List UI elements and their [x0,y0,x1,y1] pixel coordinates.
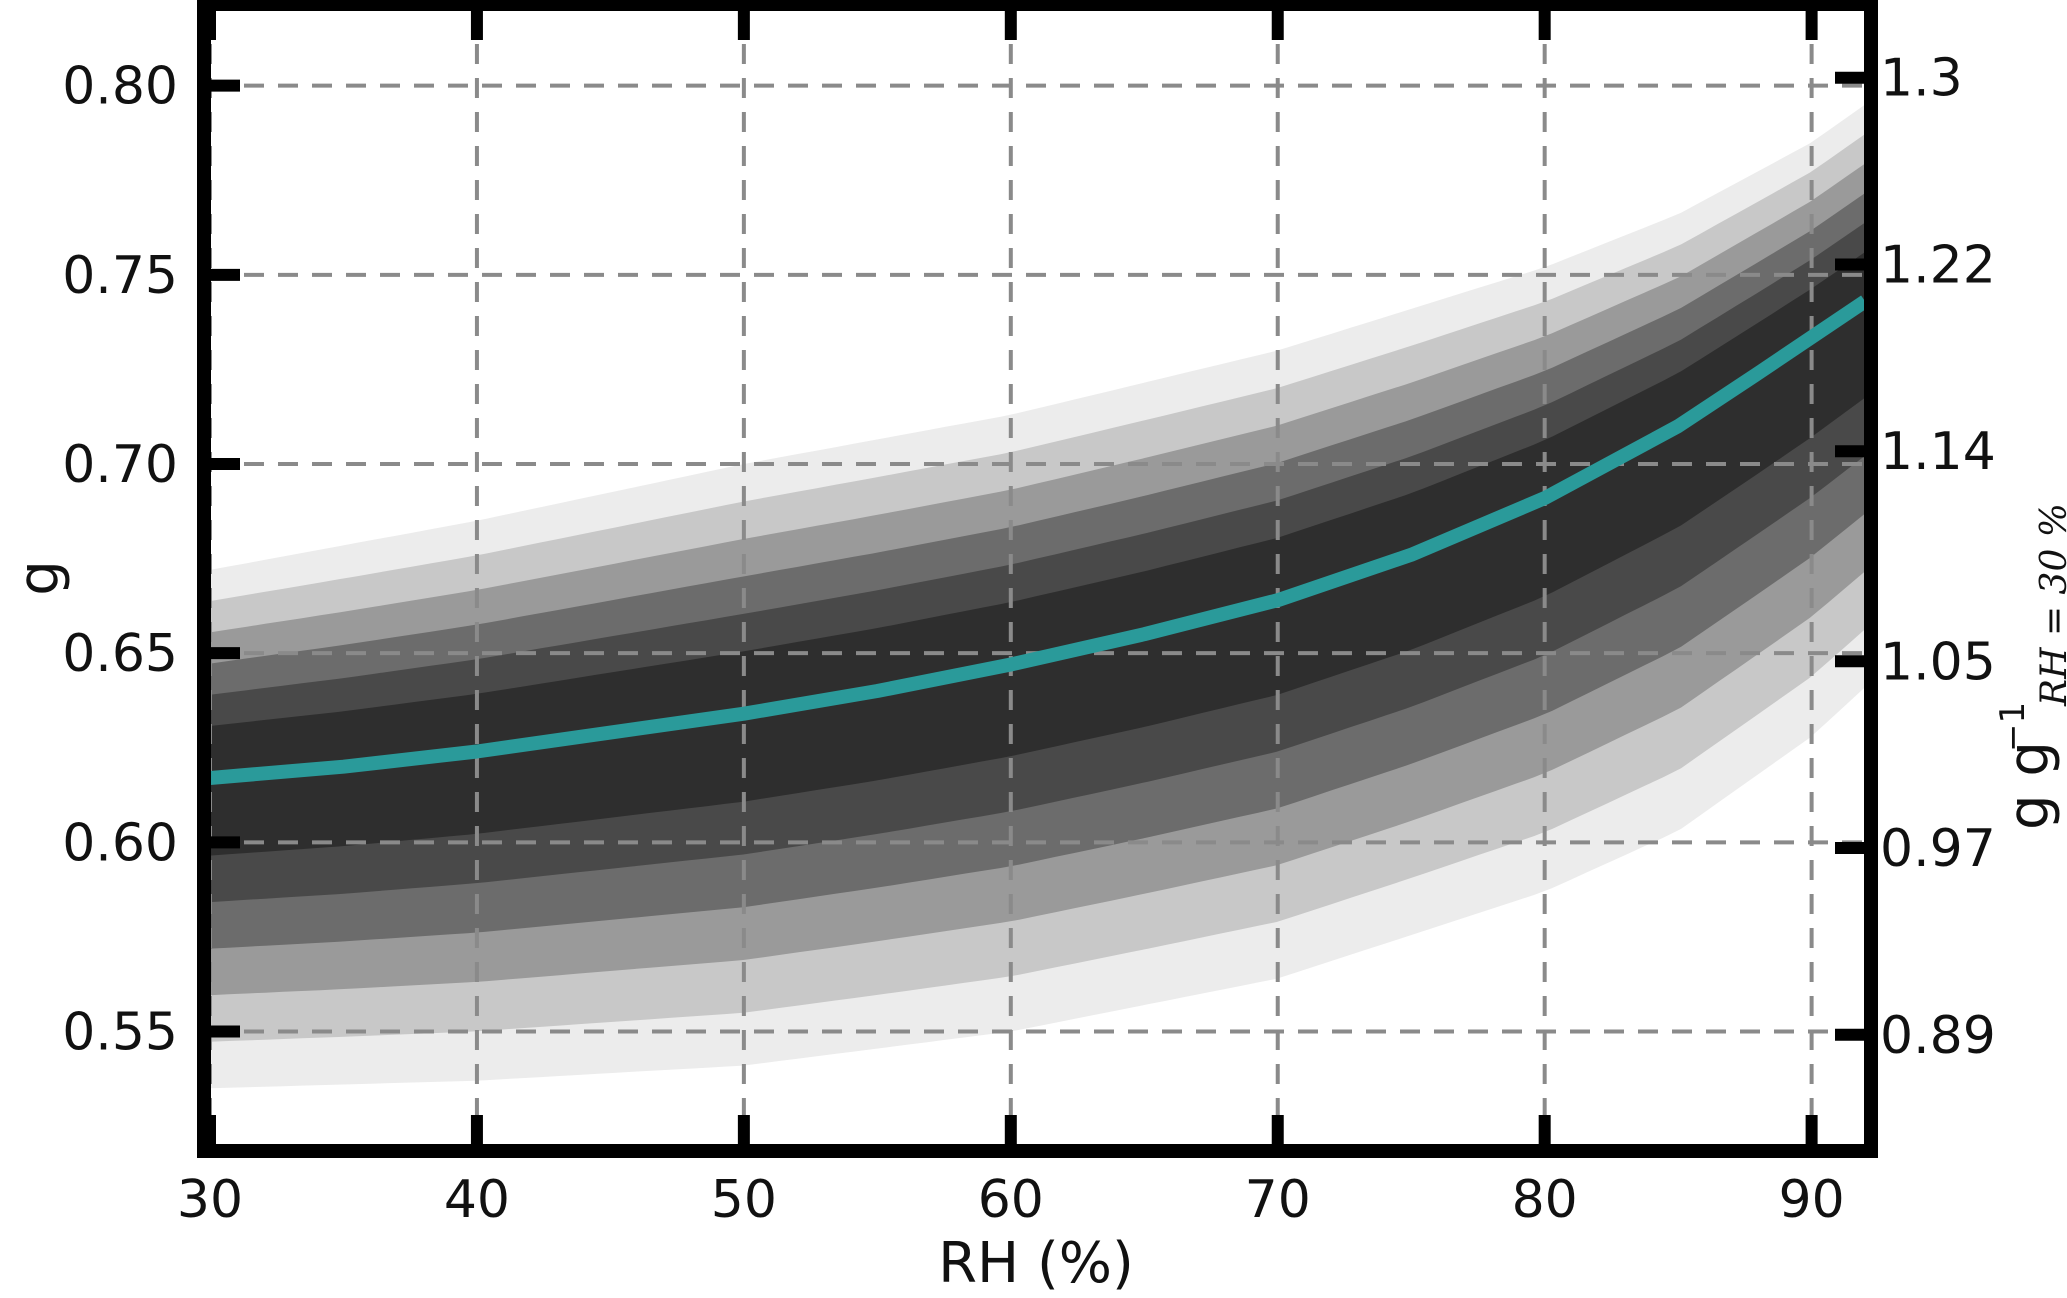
right-tick-label: 1.14 [1880,422,1996,482]
grid [210,10,1865,1145]
right-axis-title: g g −1 RH = 30 % [1993,503,2067,830]
x-axis-title: RH (%) [938,1231,1134,1296]
right-axis-title-sub: RH = 30 % [2034,503,2067,707]
median-line-group [210,295,1865,785]
band-level-6 [210,252,1865,856]
y-tick-label: 0.55 [62,1003,178,1063]
y-tick-label: 0.65 [62,624,178,684]
right-tick-label: 0.89 [1880,1006,1996,1066]
plot-frame [197,0,1878,1158]
right-tick-label: 1.3 [1880,49,1963,109]
right-tick-label: 1.22 [1880,235,1996,295]
y-tick-label: 0.80 [62,57,178,117]
x-tick-label: 50 [711,1170,777,1230]
x-tick-label: 60 [978,1170,1044,1230]
y-axis-title: g [7,560,72,596]
x-tick-label: 40 [444,1170,510,1230]
right-axis-title-main: g g [1997,741,2062,830]
y-tick-label: 0.75 [62,246,178,306]
right-tick-label: 1.05 [1880,632,1996,692]
x-tick-label: 80 [1512,1170,1578,1230]
median-line [210,295,1865,785]
x-tick-label: 70 [1245,1170,1311,1230]
y-tick-label: 0.60 [62,813,178,873]
tick-labels: 30 40 50 60 70 80 90 0.55 0.60 0.65 0.70 0.75 0.80 0.… [62,49,1996,1230]
y-tick-label: 0.70 [62,435,178,495]
right-tick-label: 0.97 [1880,819,1996,879]
right-axis-title-sup: −1 [1993,702,2033,752]
x-tick-label: 30 [177,1170,243,1230]
ticks [204,10,1865,1145]
x-tick-label: 90 [1779,1170,1845,1230]
